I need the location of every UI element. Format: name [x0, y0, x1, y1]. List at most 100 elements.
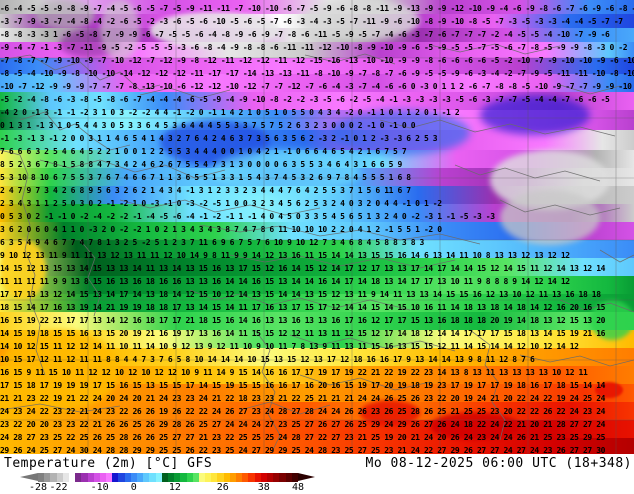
colorbar-swatch — [279, 473, 286, 482]
map-band — [0, 204, 634, 222]
value-row: -5 -2 -4 -8 -6 -3 -8 -5 -8 -6 -7 -4 -4 -… — [0, 95, 610, 104]
value-row: 29 26 24 25 27 24 30 24 28 28 29 29 25 2… — [0, 446, 606, 454]
colorbar-tick-labels: -28 -22 -10 0 12 26 38 48 — [20, 482, 330, 494]
map-band — [0, 258, 634, 276]
colorbar-swatch — [180, 473, 187, 482]
value-row: 2 4 7 9 7 3 4 2 6 8 9 5 6 3 2 6 2 1 4 3 … — [0, 186, 411, 195]
map-band — [0, 438, 634, 454]
map-band — [0, 384, 634, 402]
colorbar-swatch — [81, 473, 88, 482]
map-feature-ocean-warm — [0, 330, 120, 410]
colorbar-swatch — [124, 473, 131, 482]
colorbar-swatch — [75, 473, 82, 482]
colorbar-swatch — [118, 473, 125, 482]
coastlines-and-borders — [0, 43, 634, 453]
value-row: 14 10 12 15 11 12 12 14 11 10 11 14 10 9… — [0, 342, 579, 351]
value-row: 9 10 12 13 11 9 11 11 13 12 13 11 11 12 … — [0, 251, 570, 260]
map-feature-cold-core — [330, 110, 470, 155]
value-row: 6 3 5 4 9 4 6 7 7 4 7 8 1 3 2 5 -2 5 1 2… — [0, 238, 424, 247]
colorbar-swatch — [56, 473, 63, 482]
map-band — [0, 130, 634, 150]
value-row: 10 15 17 12 11 12 11 11 8 8 4 4 7 3 7 6 … — [0, 355, 535, 364]
value-row: 24 28 27 23 25 22 25 26 25 28 26 26 25 2… — [0, 433, 606, 442]
value-row: -10 -7 -12 -9 -9 -9 -7 -7 -7 -8 -13 -10 … — [0, 82, 632, 91]
colorbar-swatch — [260, 473, 267, 482]
colorbar-swatch — [99, 473, 107, 482]
colorbar-swatch — [223, 473, 230, 482]
map-feature-cold-pool — [500, 190, 600, 245]
colorbar-swatch — [50, 473, 57, 482]
colorbar-swatch — [106, 473, 113, 482]
value-row: -7 -8 -7 -7 -9 -10 -9 -7 -10 -12 -7 -12 … — [0, 56, 634, 65]
model-run-info: Mo 08-12-2025 06:00 UTC (18+348) — [365, 456, 632, 471]
colorbar: -28 -22 -10 0 12 26 38 48 — [20, 473, 315, 493]
map-band — [0, 186, 634, 204]
colorbar-swatch — [44, 473, 51, 482]
temperature-map[interactable]: -6 -4 -5 -5 -9 -8 -9 -7 -4 -5 -6 -5 -7 -… — [0, 0, 634, 454]
map-band — [0, 366, 634, 384]
colorbar-tick-label: 38 — [257, 482, 270, 493]
value-row: 0 5 3 0 2 -1 -1 0 -2 -4 -2 -2 -1 -4 -5 -… — [0, 212, 495, 221]
colorbar-swatches — [38, 473, 298, 482]
value-row: 14 15 12 13 15 13 14 15 13 13 14 11 13 1… — [0, 264, 606, 273]
colorbar-swatch — [143, 473, 150, 482]
colorbar-swatch — [167, 473, 175, 482]
colorbar-swatch — [217, 473, 224, 482]
map-feature-hot-spot — [430, 412, 520, 440]
value-row: 16 15 9 11 15 10 11 12 12 10 12 10 12 12… — [0, 368, 588, 377]
colorbar-swatch — [62, 473, 69, 482]
map-band — [0, 42, 634, 58]
value-row: 2 3 4 3 1 1 2 5 0 3 0 2 -1 -2 1 0 -3 -1 … — [0, 199, 442, 208]
colorbar-swatch — [93, 473, 100, 482]
colorbar-swatch — [155, 473, 162, 482]
colorbar-high-extend-arrow — [298, 473, 315, 481]
map-band — [0, 312, 634, 330]
value-row: 24 23 24 22 23 22 21 24 23 22 26 26 19 2… — [0, 407, 606, 416]
value-row: 17 17 13 13 12 14 15 13 14 17 14 13 18 1… — [0, 290, 601, 299]
map-band — [0, 74, 634, 92]
colorbar-swatch — [291, 473, 298, 482]
colorbar-swatch — [242, 473, 249, 482]
value-row: -1 -3 -1 3 -1 2 0 0 3 1 1 4 6 5 4 1 4 3 … — [0, 134, 438, 143]
value-row: -9 -4 -7 -1 -3 -7 -11 -9 -5 -2 -5 -5 -5 … — [0, 43, 628, 52]
colorbar-swatch — [248, 473, 255, 482]
value-row: 0 1 3 1 -1 3 1 0 5 4 4 3 0 5 3 3 6 4 5 3… — [0, 121, 416, 130]
colorbar-tick-label: 48 — [292, 482, 305, 493]
colorbar-swatch — [38, 473, 45, 482]
colorbar-swatch — [87, 473, 94, 482]
colorbar-swatch — [174, 473, 181, 482]
colorbar-swatch — [186, 473, 193, 482]
colorbar-tick-label: 12 — [168, 482, 181, 493]
map-footer: Temperature (2m) [°C] GFS Mo 08-12-2025 … — [0, 454, 634, 493]
map-feature-green-land — [0, 240, 46, 300]
map-band — [0, 92, 634, 110]
value-row: 14 15 19 18 15 15 16 13 15 20 19 21 16 1… — [0, 329, 606, 338]
colorbar-low-extend-arrow — [20, 473, 38, 481]
colorbar-swatch — [254, 473, 261, 482]
value-row: 16 15 19 22 21 17 17 13 14 12 16 18 17 1… — [0, 316, 606, 325]
value-row: -8 -8 -3 -3 1 -6 -5 -8 -7 -9 -9 -6 -7 -5… — [0, 30, 610, 39]
colorbar-swatch — [273, 473, 280, 482]
value-row: 21 21 23 22 19 21 22 24 20 24 20 21 24 2… — [0, 394, 606, 403]
value-row: 17 15 18 17 19 19 19 17 15 16 15 13 15 1… — [0, 381, 606, 390]
map-feature-hot-spot — [360, 400, 420, 426]
colorbar-swatch — [130, 473, 137, 482]
value-row: 3 6 2 0 6 0 4 1 1 0 -3 2 0 -2 -2 1 0 2 1… — [0, 225, 442, 234]
colorbar-swatch — [149, 473, 156, 482]
value-row: 5 3 10 8 10 6 7 5 5 3 7 6 7 4 6 6 7 1 1 … — [0, 173, 411, 182]
colorbar-swatch — [205, 473, 212, 482]
value-row: 23 22 20 20 23 23 22 21 26 26 25 26 29 2… — [0, 420, 606, 429]
colorbar-swatch — [229, 473, 236, 482]
graticule-gridlines — [0, 0, 634, 454]
colorbar-tick-label: 0 — [130, 482, 137, 493]
colorbar-swatch — [198, 473, 206, 482]
colorbar-tick-label: -10 — [90, 482, 109, 493]
map-feature-cold-pool — [150, 12, 280, 48]
map-band — [0, 110, 634, 130]
map-feature-greenland-cold — [100, 0, 140, 60]
gridded-value-overlay: -6 -4 -5 -5 -9 -8 -9 -7 -4 -5 -6 -5 -7 -… — [0, 4, 634, 454]
colorbar-swatch — [192, 473, 199, 482]
value-row: -6 -4 -5 -5 -9 -8 -9 -7 -4 -5 -6 -5 -7 -… — [0, 4, 634, 13]
map-band — [0, 222, 634, 240]
